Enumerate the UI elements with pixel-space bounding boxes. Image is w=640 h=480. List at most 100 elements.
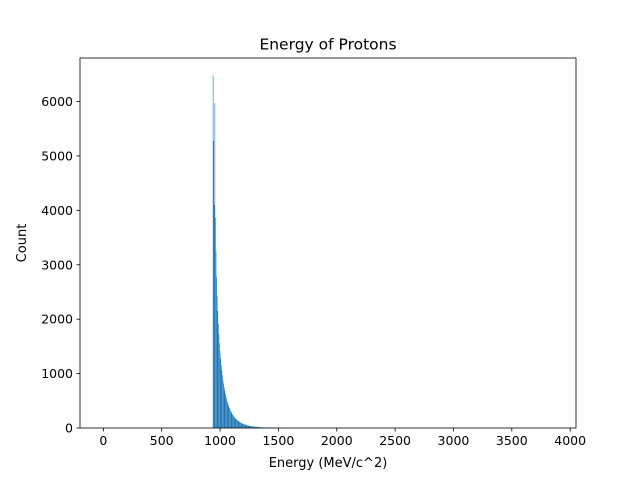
histogram-bar bbox=[248, 425, 250, 428]
chart-title: Energy of Protons bbox=[259, 36, 396, 54]
histogram-bar bbox=[243, 423, 244, 428]
histogram-bar bbox=[217, 311, 219, 428]
histogram-bar bbox=[258, 427, 260, 428]
histogram-bar bbox=[214, 103, 216, 428]
histogram-bar bbox=[249, 425, 251, 428]
histogram-bar bbox=[242, 423, 244, 428]
histogram-bar bbox=[218, 323, 219, 428]
histogram-bar bbox=[229, 407, 230, 428]
histogram-bar bbox=[236, 419, 237, 428]
histogram-bar bbox=[222, 379, 224, 428]
y-tick-label: 1000 bbox=[41, 366, 73, 381]
histogram-bar bbox=[254, 426, 256, 428]
histogram-bar bbox=[231, 413, 233, 428]
histogram-bar bbox=[232, 414, 234, 428]
histogram-bar bbox=[216, 276, 217, 428]
y-tick-label: 4000 bbox=[41, 203, 73, 218]
histogram-bar bbox=[216, 296, 218, 428]
histogram-bar bbox=[219, 351, 221, 428]
histogram-bar bbox=[234, 417, 236, 428]
histogram-bar bbox=[223, 383, 224, 428]
x-tick-label: 1500 bbox=[262, 433, 294, 448]
histogram-bar bbox=[251, 426, 252, 428]
histogram-bar bbox=[256, 426, 258, 428]
histogram-bar bbox=[257, 427, 259, 428]
histogram-bar bbox=[234, 418, 236, 428]
x-tick-label: 0 bbox=[99, 433, 107, 448]
histogram-bar bbox=[241, 423, 243, 428]
histogram-bar bbox=[228, 406, 230, 428]
histogram-bar bbox=[251, 426, 253, 428]
x-tick-label: 2500 bbox=[379, 433, 411, 448]
histogram-bar bbox=[250, 426, 252, 428]
x-tick-label: 3500 bbox=[496, 433, 528, 448]
histogram-bar bbox=[219, 343, 220, 428]
histogram-bar bbox=[237, 420, 238, 428]
y-tick-label: 2000 bbox=[41, 312, 73, 327]
histogram-bar bbox=[224, 390, 226, 428]
x-axis-ticks: 0 500 1000 1500 2000 2500 3000 3500 4000 bbox=[99, 428, 586, 448]
histogram-bar bbox=[232, 414, 233, 428]
y-tick-label: 0 bbox=[65, 421, 73, 436]
histogram-bar bbox=[237, 420, 239, 428]
histogram-bar bbox=[230, 410, 231, 428]
histogram-bar bbox=[254, 426, 255, 428]
histogram-bar bbox=[253, 426, 255, 428]
histogram-bar bbox=[252, 426, 254, 428]
histogram-bar bbox=[255, 426, 257, 428]
histogram-bar bbox=[230, 411, 232, 428]
histogram-bar bbox=[220, 358, 221, 428]
histogram-bar bbox=[213, 204, 215, 428]
histogram-bar bbox=[253, 426, 254, 428]
y-tick-label: 5000 bbox=[41, 148, 73, 163]
histogram-bar bbox=[250, 425, 251, 428]
histogram-bar bbox=[245, 424, 247, 428]
histogram-bar bbox=[238, 421, 240, 428]
histogram-bar bbox=[247, 425, 249, 428]
x-tick-label: 2000 bbox=[321, 433, 353, 448]
x-tick-label: 4000 bbox=[554, 433, 586, 448]
histogram-bar bbox=[240, 422, 241, 428]
histogram-bar bbox=[218, 333, 220, 428]
histogram-bar bbox=[229, 409, 231, 428]
histogram-bar bbox=[257, 426, 258, 428]
histogram-bar bbox=[241, 423, 243, 428]
histogram-bar bbox=[215, 217, 216, 428]
histogram-bar bbox=[233, 416, 235, 428]
histogram-bar bbox=[226, 400, 228, 428]
histogram-bar bbox=[213, 140, 214, 429]
histogram-bar bbox=[227, 402, 228, 428]
histogram-bar bbox=[223, 387, 225, 428]
histogram-bar bbox=[226, 398, 227, 428]
histogram-bar bbox=[235, 418, 237, 428]
histogram-bar bbox=[239, 422, 241, 428]
histogram-bar bbox=[225, 393, 226, 428]
histogram-bar bbox=[212, 75, 214, 428]
histogram-bar bbox=[244, 424, 246, 428]
histogram-bar bbox=[246, 425, 248, 428]
histogram-bar bbox=[215, 251, 217, 428]
histogram-bar bbox=[240, 422, 242, 428]
histogram-bar bbox=[248, 425, 250, 428]
histogram-bar bbox=[255, 426, 257, 428]
y-tick-label: 3000 bbox=[41, 257, 73, 272]
histogram-bar bbox=[221, 370, 223, 428]
y-axis-ticks: 0 1000 2000 3000 4000 5000 6000 bbox=[41, 94, 80, 436]
x-axis-label: Energy (MeV/c^2) bbox=[269, 456, 388, 471]
histogram-bar bbox=[236, 419, 238, 428]
histogram-bar bbox=[258, 427, 259, 428]
histogram-bar bbox=[243, 424, 245, 428]
histogram-bar bbox=[247, 425, 248, 428]
x-tick-label: 3000 bbox=[438, 433, 470, 448]
histogram-bar bbox=[225, 396, 227, 428]
plot-frame bbox=[79, 57, 577, 429]
x-tick-label: 500 bbox=[150, 433, 174, 448]
histogram-bars bbox=[212, 75, 291, 429]
histogram-bar bbox=[239, 421, 240, 428]
histogram-bar bbox=[259, 427, 261, 428]
histogram-bar bbox=[233, 415, 234, 428]
y-tick-label: 6000 bbox=[41, 94, 73, 109]
histogram-bar bbox=[222, 375, 223, 428]
